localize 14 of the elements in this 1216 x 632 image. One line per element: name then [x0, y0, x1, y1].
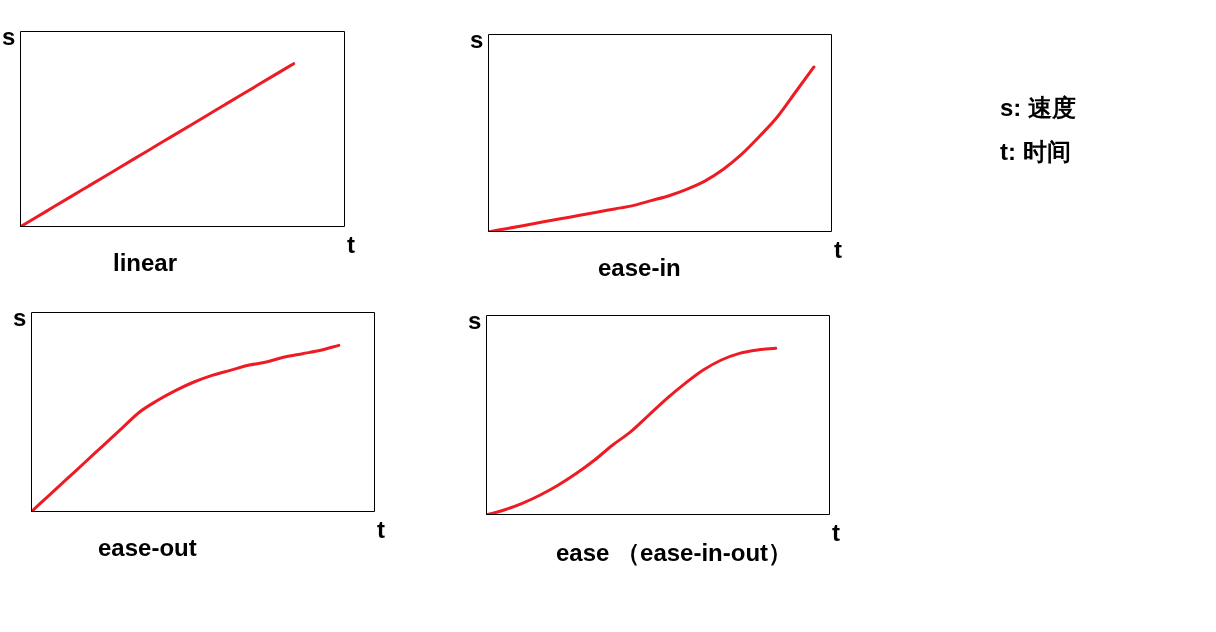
text: t: 时间 [1000, 137, 1072, 167]
x-axis-title: t [347, 231, 355, 259]
text: ease-out [98, 534, 197, 562]
text: s: 速度 [1000, 93, 1077, 123]
x-axis-title: t [377, 516, 385, 544]
text: ease （ease-in-out） [556, 538, 793, 568]
text: ease-in [598, 254, 681, 282]
y-axis-title: s [468, 307, 482, 335]
x-axis-title: t [834, 236, 842, 264]
y-axis-title: s [13, 304, 27, 332]
y-axis-title: s [470, 26, 484, 54]
y-axis-title: s [2, 23, 16, 51]
x-axis-title: t [832, 519, 840, 547]
text: linear [113, 249, 178, 277]
